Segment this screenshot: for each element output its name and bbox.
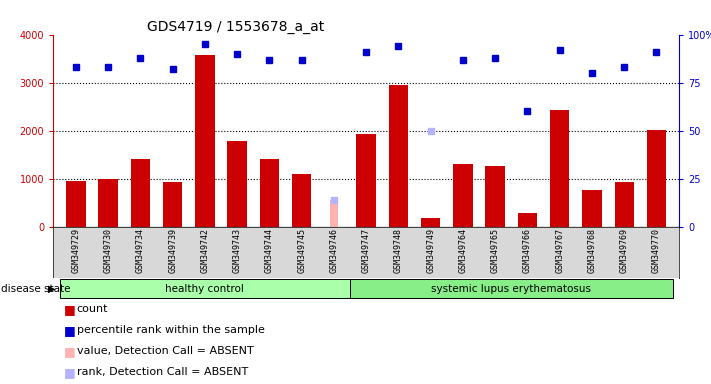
Text: GSM349765: GSM349765 (491, 228, 500, 273)
Text: ■: ■ (64, 324, 76, 337)
Bar (421, 218, 440, 227)
Text: disease state: disease state (1, 284, 70, 294)
Text: GSM349734: GSM349734 (136, 228, 145, 273)
Bar (66, 181, 85, 227)
Text: GSM349730: GSM349730 (104, 228, 112, 273)
Bar (350, 280, 673, 298)
Text: GSM349768: GSM349768 (587, 228, 597, 273)
Bar (389, 85, 408, 227)
Bar (356, 134, 376, 227)
Text: ■: ■ (64, 303, 76, 316)
Bar (614, 182, 634, 227)
Bar (647, 130, 666, 227)
Bar (60, 280, 350, 298)
Text: ■: ■ (64, 345, 76, 358)
Text: count: count (77, 304, 108, 314)
Text: GSM349729: GSM349729 (71, 228, 80, 273)
Text: rank, Detection Call = ABSENT: rank, Detection Call = ABSENT (77, 367, 248, 377)
Bar (453, 164, 473, 227)
Text: GSM349739: GSM349739 (169, 228, 177, 273)
Text: GSM349747: GSM349747 (362, 228, 370, 273)
Bar (131, 159, 150, 227)
Text: ■: ■ (64, 366, 76, 379)
Bar (163, 182, 182, 227)
Text: GSM349745: GSM349745 (297, 228, 306, 273)
Text: GSM349744: GSM349744 (265, 228, 274, 273)
Text: healthy control: healthy control (166, 283, 245, 293)
Bar (550, 110, 570, 227)
Text: GSM349748: GSM349748 (394, 228, 403, 273)
Bar (518, 213, 537, 227)
Text: GSM349764: GSM349764 (459, 228, 467, 273)
Bar (260, 159, 279, 227)
Text: GSM349766: GSM349766 (523, 228, 532, 273)
Text: percentile rank within the sample: percentile rank within the sample (77, 325, 264, 335)
Text: GSM349769: GSM349769 (620, 228, 629, 273)
Text: GSM349746: GSM349746 (329, 228, 338, 273)
Bar (582, 190, 602, 227)
Bar (228, 141, 247, 227)
Bar (196, 55, 215, 227)
Text: GSM349743: GSM349743 (232, 228, 242, 273)
Text: systemic lupus erythematosus: systemic lupus erythematosus (432, 283, 592, 293)
Text: GSM349742: GSM349742 (201, 228, 210, 273)
Text: value, Detection Call = ABSENT: value, Detection Call = ABSENT (77, 346, 254, 356)
Text: GSM349770: GSM349770 (652, 228, 661, 273)
Bar (99, 179, 118, 227)
Text: GDS4719 / 1553678_a_at: GDS4719 / 1553678_a_at (147, 20, 324, 33)
Text: GSM349767: GSM349767 (555, 228, 564, 273)
Bar (292, 174, 311, 227)
Bar (486, 166, 505, 227)
Text: ▶: ▶ (48, 284, 55, 294)
Text: GSM349749: GSM349749 (426, 228, 435, 273)
Bar (330, 200, 338, 227)
